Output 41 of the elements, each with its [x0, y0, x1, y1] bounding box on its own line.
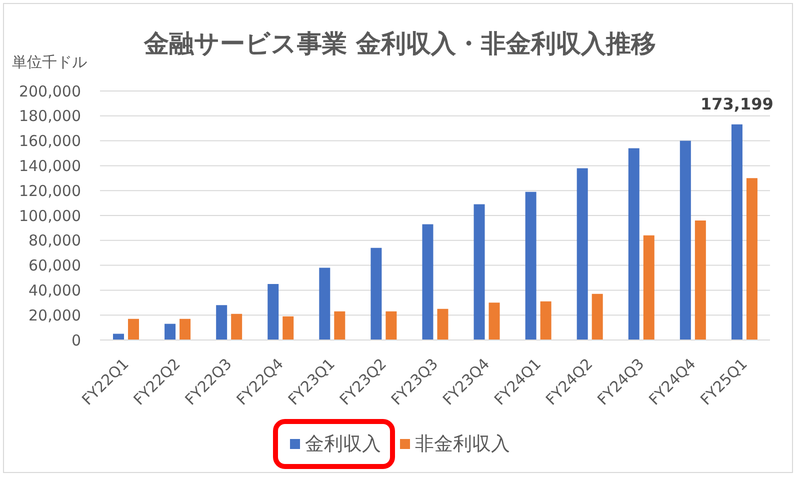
y-tick-label: 60,000: [28, 256, 81, 275]
y-tick-label: 160,000: [18, 132, 81, 150]
bar: [628, 148, 640, 340]
bar: [731, 124, 742, 340]
bar: [422, 224, 434, 340]
y-tick-label: 40,000: [28, 282, 81, 300]
legend-label: 非金利収入: [415, 432, 510, 456]
y-tick-label: 0: [71, 331, 81, 350]
data-label: 173,199: [700, 94, 774, 114]
bar: [370, 248, 382, 340]
y-tick-label: 200,000: [18, 82, 81, 100]
y-axis-title: 単位千ドル: [12, 52, 87, 72]
y-tick-label: 120,000: [18, 182, 81, 200]
bar: [282, 316, 294, 340]
bar: [592, 294, 603, 340]
legend-label: 金利収入: [305, 432, 381, 456]
bar: [334, 311, 346, 340]
bar: [180, 318, 191, 340]
bar: [268, 284, 279, 340]
bar: [437, 308, 448, 340]
y-tick-label: 100,000: [18, 206, 81, 225]
bar: [680, 140, 691, 340]
bar: [386, 311, 397, 340]
bar: [643, 235, 654, 340]
bar: [474, 204, 485, 340]
bar: [216, 305, 228, 340]
bar: [746, 178, 758, 340]
bar: [488, 302, 500, 340]
bar: [525, 192, 536, 340]
bar: [576, 168, 588, 340]
bar: [694, 220, 706, 340]
y-tick-label: 140,000: [18, 157, 81, 176]
y-tick-label: 80,000: [28, 232, 81, 250]
bar: [128, 318, 139, 340]
chart-title: 金融サービス事業 金利収入・非金利収入推移: [144, 29, 656, 58]
y-tick-label: 180,000: [18, 107, 81, 126]
bar: [231, 314, 242, 340]
bar: [540, 301, 552, 340]
y-tick-label: 20,000: [28, 306, 81, 324]
bar: [164, 324, 176, 340]
bar: [319, 268, 330, 340]
